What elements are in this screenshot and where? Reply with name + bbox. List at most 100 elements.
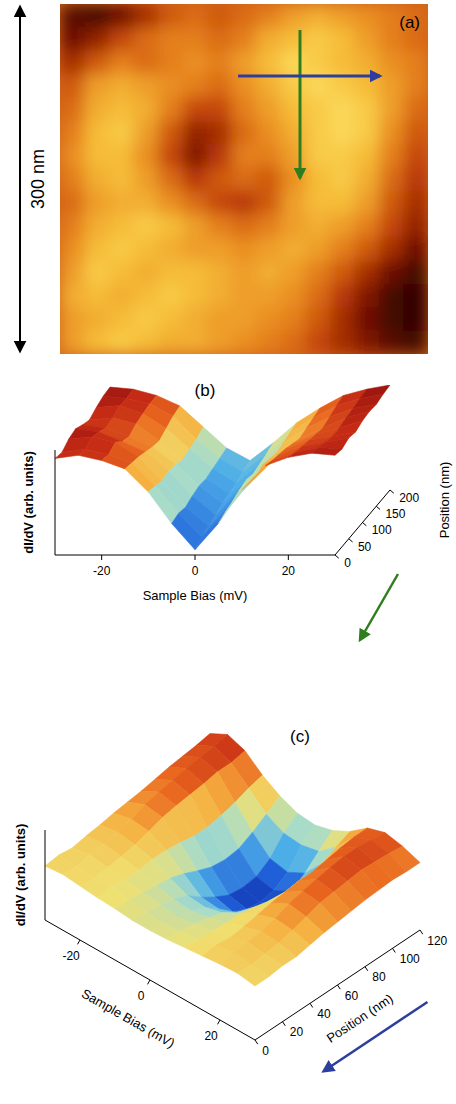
topography-cell: [134, 261, 159, 285]
topography-cell: [403, 261, 428, 285]
topography-cell: [403, 307, 428, 331]
topography-ground: [60, 4, 428, 354]
topography-cell: [134, 4, 159, 28]
topography-cell: [109, 74, 134, 98]
topography-cell: [354, 261, 379, 285]
topography-cell: [60, 237, 85, 261]
topography-cell: [305, 331, 330, 354]
topography-cell: [256, 74, 281, 98]
topography-cell: [330, 331, 355, 354]
topography-cell: [281, 51, 306, 75]
topography-cell: [158, 237, 183, 261]
topography-cell: [305, 191, 330, 215]
z-axis-title: dI/dV (arb. units): [13, 824, 28, 927]
topography-cell: [256, 191, 281, 215]
topography-cell: [256, 261, 281, 285]
topography-cell: [330, 214, 355, 238]
topography-cell: [281, 4, 306, 28]
topography-cell: [305, 121, 330, 145]
topography-cell: [354, 51, 379, 75]
x-axis-title: Sample Bias (mV): [79, 986, 177, 1051]
topography-cell: [305, 74, 330, 98]
topography-cell: [305, 144, 330, 168]
topography-cell: [256, 121, 281, 145]
topography-cell: [379, 121, 404, 145]
topography-cell: [232, 144, 257, 168]
topography-cell: [134, 167, 159, 191]
topography-cell: [330, 51, 355, 75]
topography-cell: [85, 191, 110, 215]
topography-cell: [134, 191, 159, 215]
topography-cell: [379, 97, 404, 121]
topography-cell: [109, 237, 134, 261]
y-tick: [310, 1003, 313, 1007]
topography-cell: [232, 237, 257, 261]
topography-cell: [207, 51, 232, 75]
topography-cell: [60, 121, 85, 145]
surface-patch: [148, 486, 178, 524]
topography-cell: [207, 167, 232, 191]
topography-cell: [207, 284, 232, 308]
y-tick: [420, 930, 423, 934]
topography-cell: [134, 121, 159, 145]
topography-cell: [85, 4, 110, 28]
topography-cell: [85, 74, 110, 98]
topography-cell: [109, 191, 134, 215]
y-tick-label: 0: [344, 556, 351, 570]
topography-cell: [354, 307, 379, 331]
panel-label: (a): [399, 13, 420, 32]
topography-cell: [207, 261, 232, 285]
topography-cell: [85, 331, 110, 354]
topography-cell: [305, 4, 330, 28]
topography-cell: [134, 214, 159, 238]
topography-cell: [403, 284, 428, 308]
topography-cell: [256, 214, 281, 238]
topography-cell: [232, 4, 257, 28]
topography-cell: [183, 121, 208, 145]
topography-cell: [232, 27, 257, 51]
x-tick: [148, 980, 150, 984]
topography-cell: [158, 284, 183, 308]
topography-cell: [232, 331, 257, 354]
topography-cell: [256, 4, 281, 28]
y-tick: [390, 490, 394, 493]
topography-cell: [158, 144, 183, 168]
scale-bar-label: 300 nm: [28, 149, 48, 209]
topography-cell: [109, 307, 134, 331]
topography-cell: [330, 237, 355, 261]
topography-cell: [379, 284, 404, 308]
y-tick: [255, 1040, 258, 1044]
x-tick-label: -20: [62, 949, 80, 963]
topography-cell: [85, 51, 110, 75]
z-axis-line: [55, 450, 56, 555]
topography-cell: [60, 27, 85, 51]
topography-cell: [379, 214, 404, 238]
topography-cell: [379, 307, 404, 331]
topography-cell: [281, 144, 306, 168]
topography-cell: [256, 51, 281, 75]
x-axis-title: Sample Bias (mV): [143, 588, 248, 603]
topography-cell: [207, 144, 232, 168]
topography-cell: [207, 97, 232, 121]
topography-cell: [183, 27, 208, 51]
y-tick-label: 200: [399, 491, 419, 505]
topography-cell: [207, 191, 232, 215]
topography-cell: [60, 144, 85, 168]
x-tick-label: 0: [192, 564, 199, 578]
y-tick-label: 120: [427, 934, 447, 948]
topography-cell: [305, 284, 330, 308]
topography-cell: [60, 167, 85, 191]
topography-cell: [134, 27, 159, 51]
topography-cell: [232, 97, 257, 121]
surface-patch: [209, 491, 239, 526]
topography-cell: [281, 121, 306, 145]
topography-cell: [158, 167, 183, 191]
topography-cell: [134, 237, 159, 261]
topography-cell: [134, 307, 159, 331]
topography-cell: [109, 144, 134, 168]
topography-cell: [60, 307, 85, 331]
y-axis-title: Position (nm): [324, 991, 396, 1046]
topography-cell: [379, 191, 404, 215]
topography-cell: [281, 191, 306, 215]
topography-cell: [207, 121, 232, 145]
